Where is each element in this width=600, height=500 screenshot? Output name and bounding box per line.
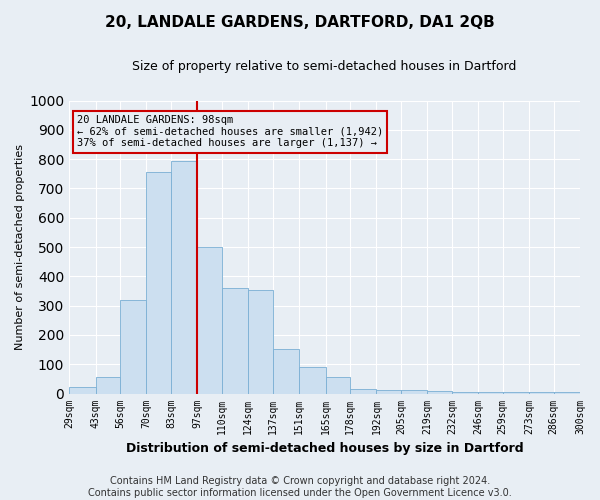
Title: Size of property relative to semi-detached houses in Dartford: Size of property relative to semi-detach…	[133, 60, 517, 73]
Bar	[95, 378, 120, 394]
Bar	[299, 367, 326, 394]
Bar	[248, 290, 273, 394]
Bar	[452, 392, 478, 394]
Bar	[503, 392, 529, 394]
Bar	[554, 392, 580, 394]
Text: 20 LANDALE GARDENS: 98sqm
← 62% of semi-detached houses are smaller (1,942)
37% : 20 LANDALE GARDENS: 98sqm ← 62% of semi-…	[77, 115, 383, 148]
Bar	[529, 392, 554, 394]
Bar	[197, 247, 222, 394]
X-axis label: Distribution of semi-detached houses by size in Dartford: Distribution of semi-detached houses by …	[126, 442, 523, 455]
Y-axis label: Number of semi-detached properties: Number of semi-detached properties	[15, 144, 25, 350]
Bar	[427, 391, 452, 394]
Bar	[401, 390, 427, 394]
Text: 20, LANDALE GARDENS, DARTFORD, DA1 2QB: 20, LANDALE GARDENS, DARTFORD, DA1 2QB	[105, 15, 495, 30]
Bar	[350, 389, 376, 394]
Bar	[222, 288, 248, 394]
Bar	[273, 349, 299, 394]
Bar	[376, 390, 401, 394]
Bar	[171, 160, 197, 394]
Bar	[146, 172, 171, 394]
Bar	[120, 300, 146, 394]
Bar	[69, 387, 95, 394]
Bar	[326, 377, 350, 394]
Text: Contains HM Land Registry data © Crown copyright and database right 2024.
Contai: Contains HM Land Registry data © Crown c…	[88, 476, 512, 498]
Bar	[478, 392, 503, 394]
